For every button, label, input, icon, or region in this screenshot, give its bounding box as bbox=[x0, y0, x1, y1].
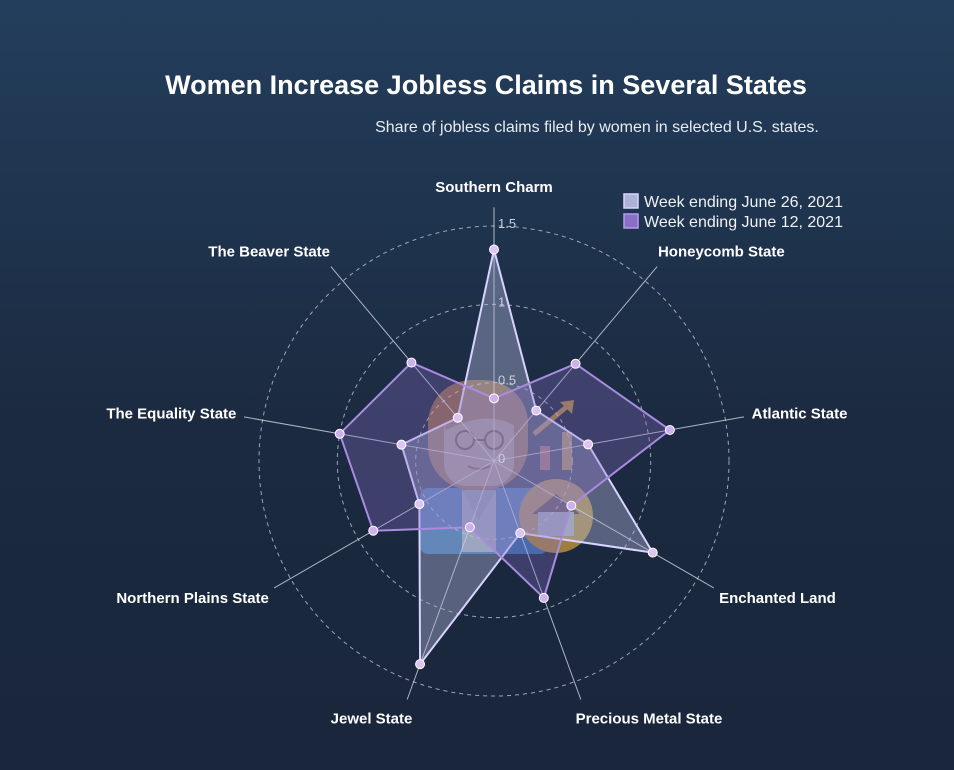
chart-subtitle: Share of jobless claims filed by women i… bbox=[375, 119, 819, 136]
data-point[interactable] bbox=[538, 592, 549, 603]
tick-label: 1 bbox=[498, 294, 505, 309]
data-point[interactable] bbox=[415, 659, 426, 670]
category-label: Precious Metal State bbox=[576, 710, 723, 727]
legend: Week ending June 26, 2021 Week ending Ju… bbox=[623, 193, 843, 231]
data-point[interactable] bbox=[583, 439, 594, 450]
legend-swatch-series-1 bbox=[623, 193, 639, 209]
legend-item-series-2[interactable]: Week ending June 12, 2021 bbox=[623, 213, 843, 231]
tick-label: 0.5 bbox=[498, 373, 516, 388]
axis-spoke bbox=[273, 460, 495, 589]
chart-title: Women Increase Jobless Claims in Several… bbox=[165, 70, 807, 100]
data-point[interactable] bbox=[566, 500, 577, 511]
data-point[interactable] bbox=[396, 439, 407, 450]
axis-spoke bbox=[493, 416, 745, 462]
category-label: Northern Plains State bbox=[116, 590, 269, 607]
category-label: The Equality State bbox=[106, 405, 236, 422]
series-area-2 bbox=[338, 361, 671, 599]
data-point[interactable] bbox=[570, 358, 581, 369]
legend-label-series-2: Week ending June 12, 2021 bbox=[644, 214, 843, 231]
data-point[interactable] bbox=[368, 525, 379, 536]
tick-label: 0 bbox=[498, 451, 505, 466]
radar-grid bbox=[243, 207, 745, 700]
series-area-1 bbox=[400, 248, 654, 666]
data-point[interactable] bbox=[664, 424, 675, 435]
data-point[interactable] bbox=[515, 528, 526, 539]
legend-item-series-1[interactable]: Week ending June 26, 2021 bbox=[623, 193, 843, 211]
data-point[interactable] bbox=[464, 522, 475, 533]
axis-spoke bbox=[493, 460, 715, 589]
data-point[interactable] bbox=[334, 428, 345, 439]
axis-spoke bbox=[243, 416, 495, 462]
legend-swatch-series-2 bbox=[623, 213, 639, 229]
data-point[interactable] bbox=[414, 499, 425, 510]
tick-label: 1.5 bbox=[498, 216, 516, 231]
category-label: Southern Charm bbox=[435, 179, 553, 196]
data-point[interactable] bbox=[489, 244, 499, 255]
data-point[interactable] bbox=[489, 393, 499, 404]
axis-spoke bbox=[493, 460, 582, 700]
category-label: Enchanted Land bbox=[719, 590, 836, 607]
data-point[interactable] bbox=[647, 547, 658, 558]
legend-label-series-1: Week ending June 26, 2021 bbox=[644, 194, 843, 211]
data-point[interactable] bbox=[406, 357, 417, 368]
category-label: Atlantic State bbox=[752, 405, 848, 422]
data-point[interactable] bbox=[452, 412, 463, 423]
category-label: Honeycomb State bbox=[658, 243, 785, 260]
radar-labels: 0 0.5 1 1.5 Southern Charm Honeycomb State Atl… bbox=[106, 179, 847, 727]
data-point[interactable] bbox=[531, 405, 542, 416]
radar-series bbox=[334, 244, 675, 670]
category-label: Jewel State bbox=[331, 710, 413, 727]
category-label: The Beaver State bbox=[208, 243, 330, 260]
